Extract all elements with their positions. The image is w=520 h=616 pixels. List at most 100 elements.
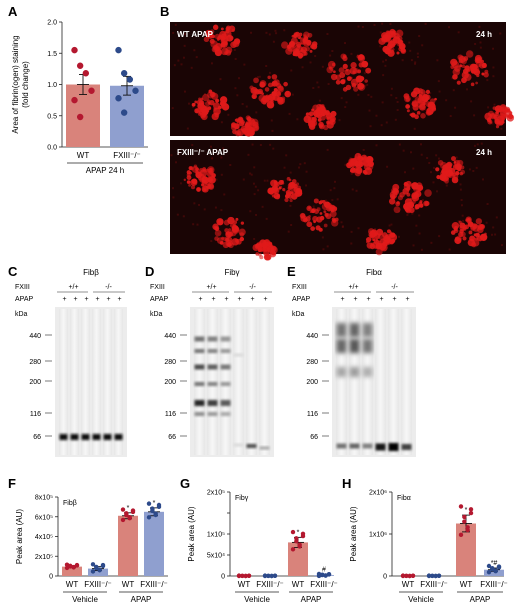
group-label: Vehicle (244, 595, 270, 604)
stain-blob (463, 56, 469, 62)
background-speckle (495, 216, 498, 219)
stain-blob (396, 201, 400, 205)
stain-blob (193, 164, 198, 168)
background-speckle (362, 148, 365, 151)
stain-blob (481, 62, 487, 68)
stain-blob (393, 206, 401, 214)
background-speckle (478, 25, 481, 28)
genotype-label: -/- (105, 284, 112, 291)
background-speckle (177, 152, 180, 155)
background-speckle (172, 196, 175, 199)
genotype-label: +/+ (206, 284, 216, 291)
stain-blob (325, 213, 332, 220)
data-point (433, 573, 438, 579)
stain-blob (355, 167, 363, 174)
blot-band (207, 382, 218, 386)
kda-tick-label: 280 (29, 359, 41, 366)
stain-blob (375, 248, 383, 256)
data-point (153, 512, 158, 518)
stain-blob (253, 77, 259, 84)
stain-blob (465, 50, 474, 58)
background-speckle (183, 90, 186, 93)
apap-mark: + (237, 296, 241, 303)
background-speckle (312, 205, 315, 208)
background-speckle (220, 156, 223, 159)
category-label: WT (66, 580, 79, 589)
stain-blob (310, 226, 316, 231)
stain-blob (194, 100, 198, 104)
blot-band (349, 323, 360, 337)
stain-blob (249, 85, 254, 90)
background-speckle (275, 32, 278, 35)
category-label: FXIII⁻/⁻ (420, 580, 448, 589)
background-speckle (473, 114, 476, 117)
stain-blob (472, 239, 480, 247)
stain-blob (353, 86, 359, 92)
data-point (126, 76, 134, 83)
kda-tick-label: 116 (165, 411, 176, 418)
background-speckle (265, 217, 268, 220)
stain-blob (472, 224, 480, 232)
stain-blob (223, 219, 230, 226)
data-point (323, 573, 328, 578)
blot-lane (103, 309, 112, 455)
stain-blob (396, 51, 400, 55)
blot-band (220, 349, 231, 353)
stain-blob (252, 95, 256, 99)
data-point (240, 573, 245, 579)
apap-mark: + (366, 296, 370, 303)
background-speckle (424, 22, 427, 25)
background-speckle (172, 31, 175, 34)
stain-blob (244, 123, 250, 128)
stain-blob (423, 200, 429, 207)
stain-blob (284, 197, 289, 203)
background-speckle (253, 237, 256, 240)
background-speckle (386, 165, 389, 168)
stain-blob (310, 122, 314, 126)
stain-blob (323, 210, 327, 214)
stain-blob (238, 118, 243, 123)
data-point (146, 501, 152, 506)
stain-blob (425, 89, 431, 94)
blot-band (194, 364, 205, 370)
background-speckle (398, 235, 401, 238)
stain-blob (214, 236, 219, 241)
data-point (269, 573, 274, 579)
y-axis-label: Area of fibrin(ogen) staining(fold chang… (11, 35, 30, 133)
chart-g: 0 5x10⁴ 1x10⁵ 2x10⁵ Peak area (AU) Fibγ WT FXII… (187, 490, 338, 605)
stain-blob (318, 227, 323, 232)
blot-title: Fibγ (224, 268, 239, 277)
background-speckle (334, 180, 337, 183)
stain-blob (436, 174, 441, 180)
stain-blob (358, 54, 365, 61)
panel-label-g: G (180, 476, 190, 491)
stain-blob (501, 115, 506, 120)
stain-blob (350, 167, 356, 173)
stain-blob (196, 187, 201, 192)
background-speckle (490, 233, 493, 236)
background-speckle (493, 103, 496, 106)
background-speckle (449, 115, 452, 118)
stain-blob (319, 114, 327, 121)
background-speckle (227, 113, 230, 116)
background-speckle (186, 127, 189, 130)
background-speckle (349, 157, 352, 160)
stain-blob (291, 34, 295, 38)
stain-blob (453, 225, 458, 230)
stain-blob (278, 186, 282, 190)
stain-blob (390, 232, 396, 238)
blot-band (388, 443, 399, 451)
apap-mark: + (379, 296, 383, 303)
background-speckle (350, 242, 353, 245)
data-point (458, 532, 464, 538)
background-speckle (188, 102, 191, 105)
background-speckle (475, 166, 478, 169)
background-speckle (180, 63, 183, 66)
stain-blob (231, 28, 235, 32)
background-speckle (374, 228, 377, 231)
blot-band (194, 400, 205, 406)
background-speckle (265, 65, 268, 68)
stain-blob (307, 32, 313, 38)
data-point (64, 562, 70, 567)
row-label-fxiii: FXIII (292, 284, 307, 291)
